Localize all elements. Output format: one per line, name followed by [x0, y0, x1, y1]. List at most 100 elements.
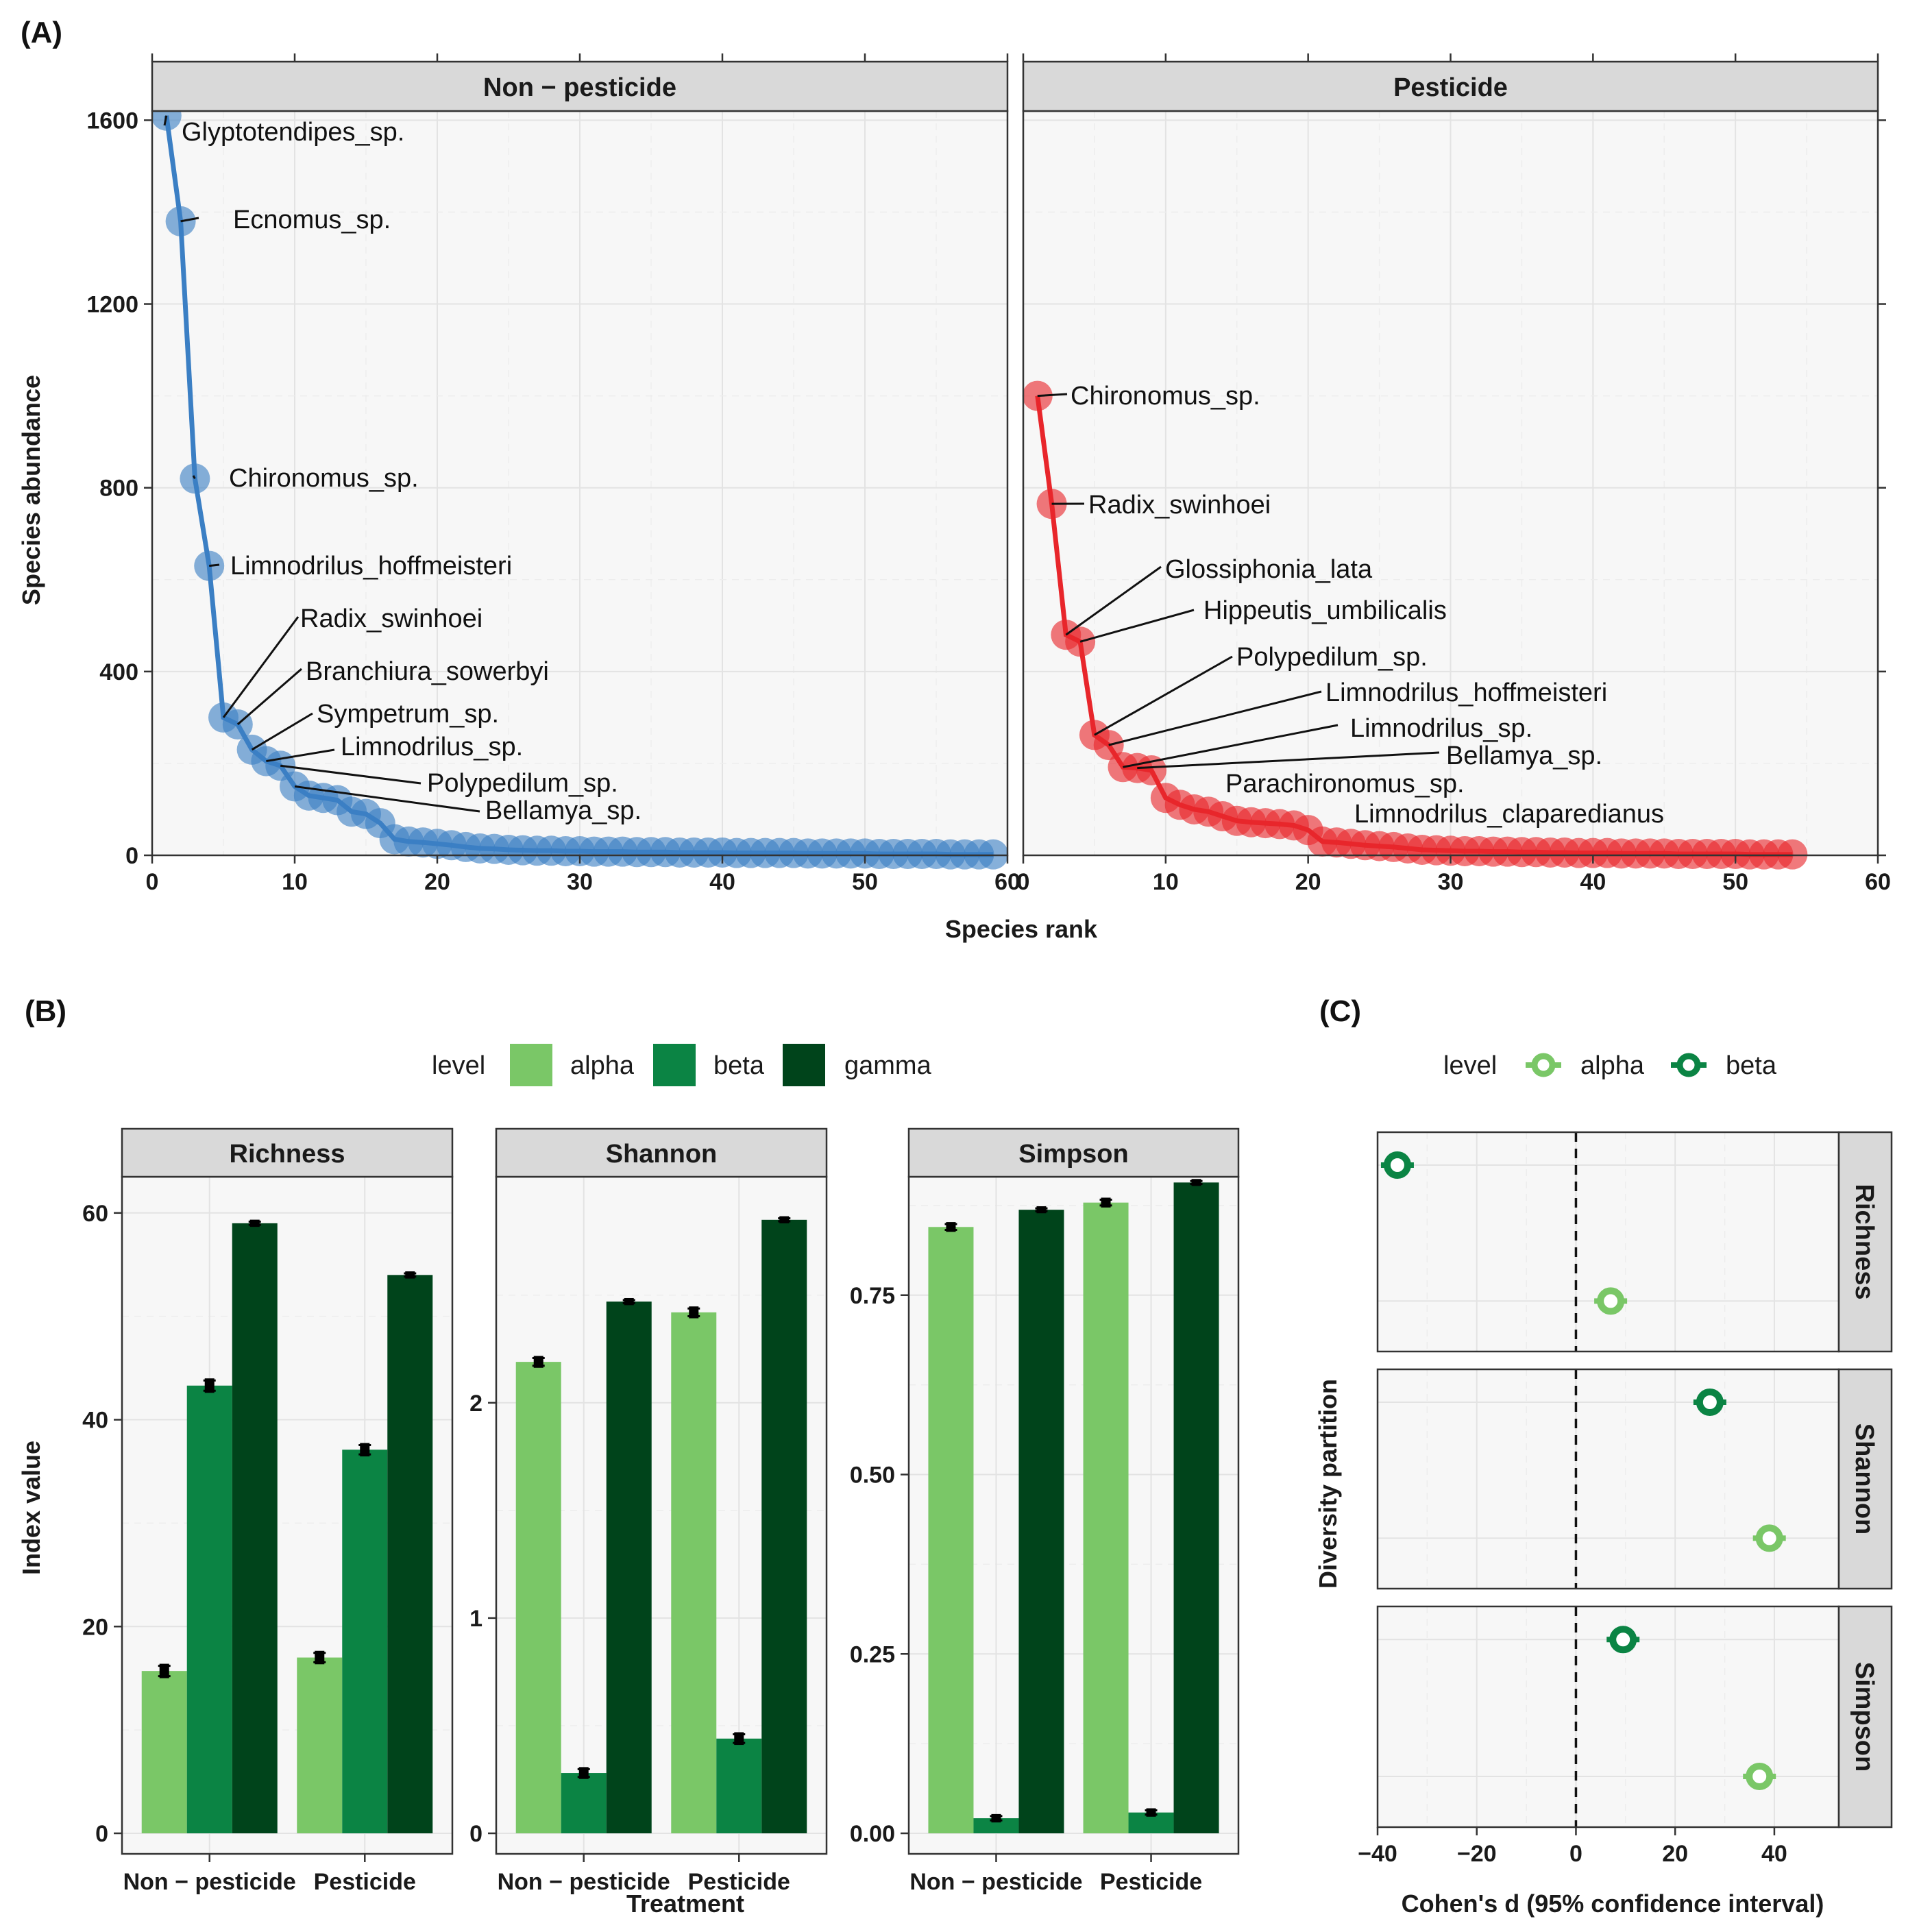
y-tick-label: 800 [99, 476, 138, 502]
panel-b-legend: level alpha beta gamma [432, 1044, 932, 1086]
legend-key-point-alpha [1531, 1053, 1556, 1077]
x-tick-label: 20 [1662, 1841, 1688, 1867]
effect-point-alpha [1597, 1287, 1625, 1315]
legend-key-point-beta [1676, 1053, 1701, 1077]
error-bar-mark [624, 1297, 634, 1306]
effect-point-alpha [1746, 1762, 1774, 1790]
label-leader-line [266, 748, 335, 763]
x-tick-label: 40 [1580, 869, 1606, 895]
species-label: Sympetrum_sp. [317, 700, 499, 729]
label-leader-line [209, 563, 220, 567]
y-tick-label: 1200 [86, 292, 138, 318]
label-leader-line [1108, 690, 1322, 746]
species-label: Limnodrilus_sp. [341, 733, 523, 761]
x-tick-label: Pesticide [314, 1869, 416, 1895]
panel-a-tag: (A) [21, 16, 62, 49]
error-bar-mark [159, 1663, 169, 1678]
facet-strip [1837, 1605, 1893, 1829]
bar-beta [186, 1385, 232, 1833]
y-tick-label: 0.75 [850, 1283, 895, 1309]
species-label: Chironomus_sp. [229, 464, 419, 493]
error-bar-mark [405, 1271, 415, 1279]
x-tick-label: 0 [1569, 1841, 1582, 1867]
species-label: Ecnomus_sp. [233, 206, 391, 234]
panel-c-legend-beta: beta [1726, 1051, 1777, 1080]
bar-beta [973, 1818, 1019, 1833]
error-bar-mark [315, 1650, 325, 1665]
panel-c-tag: (C) [1319, 994, 1361, 1028]
facet-strip [1022, 60, 1879, 112]
bar-alpha [928, 1227, 974, 1833]
effect-point-beta [1696, 1389, 1724, 1416]
panel-c-legend: level alpha beta [1443, 1051, 1777, 1080]
x-tick-label: 60 [994, 869, 1020, 895]
panel-b-legend-alpha: alpha [570, 1051, 635, 1080]
panel-b-x-title: Treatment [626, 1890, 744, 1918]
x-tick-label: 50 [852, 869, 878, 895]
panel-b-legend-beta: beta [713, 1051, 765, 1080]
bar-gamma [761, 1219, 807, 1833]
y-tick-label: 0 [125, 843, 138, 869]
panel-a-y-title: Species abundance [17, 375, 45, 605]
effect-point-alpha [1755, 1524, 1783, 1552]
y-tick-label: 40 [82, 1408, 108, 1434]
species-label: Bellamya_sp. [1446, 742, 1602, 770]
facet-strip-label: Shannon [606, 1140, 718, 1169]
error-bar-mark [779, 1216, 790, 1224]
species-label: Limnodrilus_hoffmeisteri [230, 552, 512, 580]
species-label: Parachironomus_sp. [1225, 770, 1465, 798]
label-leader-line [1065, 565, 1162, 636]
panel-b-tag: (B) [25, 994, 66, 1028]
x-tick-label: 40 [1761, 1841, 1787, 1867]
species-label: Limnodrilus_hoffmeisteri [1325, 678, 1607, 707]
panel-c-background [1378, 1132, 1839, 1352]
species-label: Polypedilum_sp. [427, 769, 618, 798]
bar-alpha [297, 1657, 343, 1833]
label-leader-line [1094, 655, 1233, 736]
facet-strip [1837, 1368, 1893, 1590]
x-tick-label: −40 [1358, 1841, 1397, 1867]
error-bar-mark [1101, 1197, 1111, 1208]
effect-point-beta [1383, 1151, 1411, 1179]
panel-c: Richness Shannon Simpson −40 −20 0 20 40 [1358, 1131, 1893, 1867]
label-leader-line [236, 668, 302, 726]
error-bar-mark [204, 1378, 215, 1393]
panel-c-background [1378, 1606, 1839, 1827]
facet-strip-label: Simpson [1850, 1662, 1879, 1772]
data-point [1777, 839, 1808, 870]
label-leader-line [251, 712, 313, 751]
y-tick-label: 0.50 [850, 1463, 895, 1489]
facet-strip [121, 1127, 454, 1178]
panel-c-legend-title: level [1443, 1051, 1497, 1080]
x-tick-label: 20 [424, 869, 450, 895]
error-bar-mark [578, 1767, 589, 1779]
label-leader-line [192, 475, 196, 480]
panel-c-y-title: Diversity partition [1314, 1379, 1342, 1589]
panel-a: Glyptotendipes_sp. Ecnomus_sp. Chironomus_… [86, 53, 1891, 895]
error-bar-mark [1146, 1808, 1156, 1817]
error-bar-mark [734, 1732, 744, 1746]
x-tick-label: 10 [1153, 869, 1179, 895]
effect-point-beta [1609, 1626, 1637, 1654]
species-label: Glossiphonia_lata [1165, 555, 1373, 584]
bar-alpha [141, 1671, 187, 1833]
x-tick-label: 0 [1017, 869, 1030, 895]
label-leader-line [163, 115, 168, 126]
error-bar-mark [946, 1222, 956, 1232]
facet-strip-label: Pesticide [1393, 73, 1508, 102]
label-leader-line [180, 217, 199, 223]
error-bar-mark [991, 1813, 1001, 1823]
bar-beta [342, 1450, 388, 1833]
x-tick-label: −20 [1457, 1841, 1497, 1867]
y-tick-label: 2 [469, 1391, 482, 1417]
bar-beta [561, 1773, 607, 1833]
label-leader-line [1137, 751, 1440, 770]
x-tick-label: Pesticide [688, 1869, 790, 1895]
data-point [978, 839, 1009, 870]
species-label: Radix_swinhoei [1088, 491, 1271, 519]
species-label: Branchiura_sowerbyi [306, 657, 549, 686]
species-label: Radix_swinhoei [300, 604, 482, 633]
label-leader-line [222, 616, 300, 718]
y-tick-label: 1 [469, 1606, 482, 1632]
